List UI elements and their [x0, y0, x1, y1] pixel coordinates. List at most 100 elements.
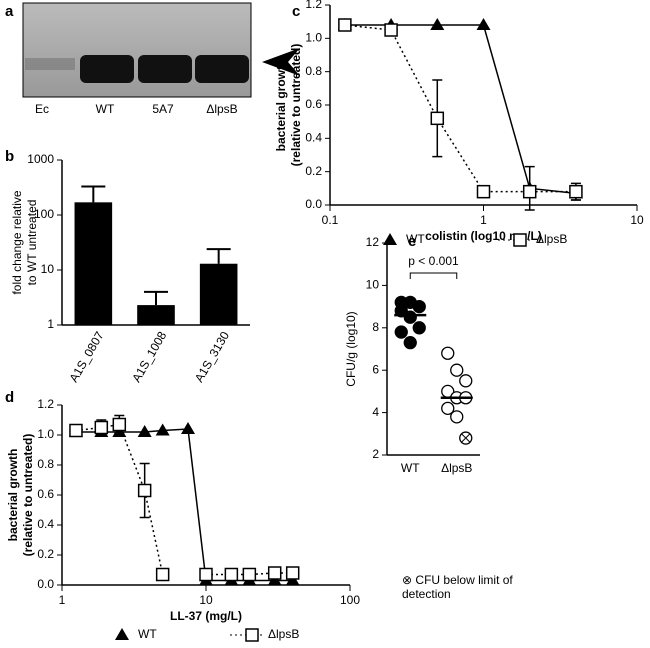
marker	[384, 23, 398, 37]
x-tick-label: ΔlpsB	[441, 461, 472, 475]
legend-label: WT	[138, 627, 157, 641]
x-tick-label: 10	[630, 213, 644, 227]
y-tick-label: 0.2	[37, 547, 54, 561]
censored-cross	[461, 433, 471, 443]
marker	[137, 483, 152, 498]
x-tick-label: WT	[401, 461, 420, 475]
line	[75, 423, 164, 575]
legend-marker	[245, 628, 259, 642]
y-tick-label: 1.0	[305, 31, 322, 45]
point	[450, 363, 464, 377]
x-axis-label: colistin (log10 mg/L)	[425, 229, 542, 243]
marker	[155, 567, 170, 582]
legend-label: WT	[406, 232, 425, 246]
y-axis-label: (relative to untreated)	[289, 44, 303, 167]
panel-label: b	[5, 148, 14, 165]
marker	[338, 18, 352, 32]
y-tick-label: 0.0	[37, 577, 54, 591]
marker	[94, 420, 109, 435]
x-tick-label: A1S_1008	[129, 329, 169, 385]
y-tick-label: 2	[372, 447, 379, 461]
x-tick-label: 100	[340, 593, 360, 607]
note: ⊗ CFU below limit of detection	[402, 573, 542, 601]
lane-label: WT	[96, 102, 115, 116]
point	[459, 374, 473, 388]
legend-marker	[115, 628, 129, 640]
error-bar	[81, 185, 106, 203]
y-tick-label: 1.2	[37, 397, 54, 411]
y-tick-label: 0.6	[37, 487, 54, 501]
marker	[522, 184, 537, 199]
bar	[199, 263, 238, 325]
point	[394, 325, 408, 339]
y-tick-label: 0.4	[305, 131, 322, 145]
y-axis-label: bacterial growth	[6, 449, 20, 542]
legend-label: ΔlpsB	[268, 627, 299, 641]
marker	[155, 423, 170, 436]
y-tick-label: 1.2	[305, 0, 322, 11]
marker	[430, 111, 445, 126]
bar	[137, 305, 175, 325]
marker	[242, 567, 257, 582]
point	[441, 401, 455, 416]
line	[206, 572, 293, 576]
y-tick-label: 1000	[27, 152, 54, 166]
marker	[112, 417, 127, 432]
x-axis-label: LL-37 (mg/L)	[170, 609, 242, 623]
y-tick-label: 12	[366, 235, 380, 249]
lane-label: 5A7	[152, 102, 174, 116]
point	[412, 299, 426, 314]
y-axis-label: bacterial growth	[274, 59, 288, 152]
marker	[569, 184, 583, 199]
error-bar	[144, 290, 168, 306]
point	[412, 321, 426, 335]
lane-label: Ec	[35, 102, 49, 116]
censored-symbol: ⊗	[402, 573, 413, 587]
marker	[137, 425, 152, 437]
gel	[22, 2, 300, 98]
y-tick-label: 4	[372, 405, 379, 419]
y-tick-label: 0.8	[37, 457, 54, 471]
panel-label: c	[292, 3, 300, 20]
line	[344, 24, 576, 195]
bracket	[409, 272, 458, 279]
x-tick-label: 0.1	[322, 213, 339, 227]
panel-label: d	[5, 389, 14, 406]
error-bar	[206, 248, 231, 264]
point	[450, 410, 464, 424]
point	[403, 335, 417, 350]
point	[441, 346, 455, 360]
marker	[476, 18, 491, 30]
x-tick-label: 1	[480, 213, 487, 227]
x-tick-label: A1S_3130	[192, 329, 232, 385]
y-axis-label: CFU/g (log10)	[344, 311, 358, 386]
x-tick-label: 10	[199, 593, 213, 607]
marker	[430, 18, 445, 30]
marker	[285, 566, 300, 580]
y-axis-label: fold change relative	[10, 190, 24, 294]
y-tick-label: 8	[372, 320, 379, 334]
y-axis-label: (relative to untreated)	[21, 434, 35, 557]
y-tick-label: 0.8	[305, 64, 322, 78]
y-tick-label: 1.0	[37, 427, 54, 441]
y-tick-label: 1	[47, 317, 54, 331]
y-tick-label: 0.4	[37, 517, 54, 531]
marker	[476, 184, 491, 199]
marker	[69, 423, 83, 438]
marker	[224, 567, 239, 582]
legend-marker	[513, 233, 527, 247]
panel-label: a	[5, 3, 14, 20]
point	[403, 310, 417, 324]
line	[75, 428, 293, 582]
y-tick-label: 10	[366, 278, 380, 292]
panel-label: e	[408, 233, 416, 250]
marker	[181, 422, 196, 434]
y-tick-label: 100	[34, 207, 54, 221]
legend-marker	[383, 233, 397, 245]
lane-label: ΔlpsB	[206, 102, 237, 116]
x-tick-label: A1S_0807	[67, 329, 107, 385]
y-tick-label: 0.0	[305, 197, 322, 211]
bar	[74, 202, 113, 325]
